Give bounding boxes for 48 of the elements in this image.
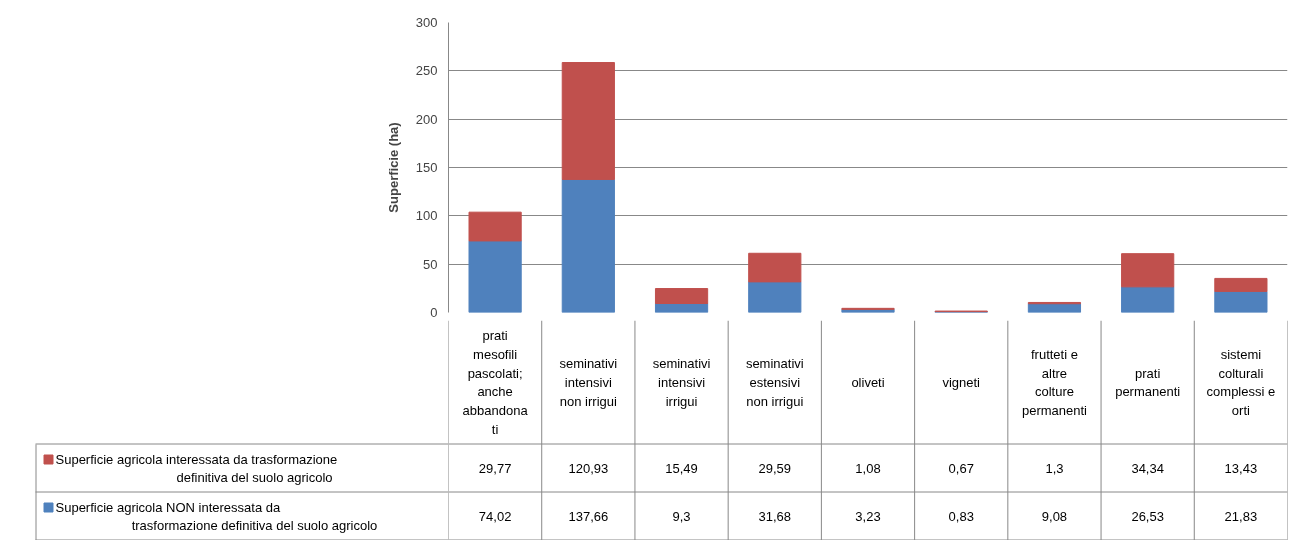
y-axis-title: Superficie (ha) (385, 122, 401, 213)
bar (1214, 290, 1268, 313)
y-tick-label: 300 (415, 15, 438, 30)
data-label: 0,67 (948, 461, 974, 476)
x-tick-label: prati permanenti (1115, 365, 1181, 400)
data-label: 15,49 (665, 461, 698, 476)
bar (468, 211, 522, 242)
data-label: 34,34 (1131, 461, 1164, 476)
bar (654, 288, 709, 305)
data-label: 1,3 (1045, 461, 1064, 476)
legend-label: Superficie agricola NON interessata da trasformazione definitiva del suolo agricolo (55, 500, 378, 533)
bar (561, 62, 615, 180)
x-tick-label: sistemi colturali complessi e orti (1206, 346, 1276, 419)
data-label: 13,43 (1224, 461, 1258, 476)
x-tick-label: vigneti (942, 375, 981, 390)
bar (1121, 253, 1175, 288)
x-tick-label: oliveti (851, 375, 885, 390)
legend-label: Superficie agricola interessata da trasformazione definitiva del suolo agricolo (55, 452, 338, 485)
data-label: 21,83 (1224, 509, 1258, 524)
y-tick-label: 0 (430, 305, 438, 320)
data-label: 9,08 (1041, 509, 1068, 524)
data-label: 0,83 (948, 509, 974, 524)
y-tick-label: 150 (415, 160, 438, 175)
data-label: 74,02 (478, 509, 512, 524)
bar (1214, 277, 1268, 292)
y-tick-label: 50 (423, 256, 438, 272)
data-label: 120,93 (568, 461, 609, 476)
bar (561, 178, 615, 313)
data-label: 137,66 (568, 509, 609, 524)
x-tick-label: frutteti e altre colture permanenti (1021, 346, 1088, 419)
data-label: 1,08 (855, 461, 881, 476)
y-tick-label: 200 (415, 111, 438, 127)
data-label: 29,59 (758, 461, 792, 476)
y-tick-label: 250 (415, 63, 438, 79)
data-label: 31,68 (758, 509, 792, 524)
x-tick-label: prati mesofili pascolati; anche abbandonati (462, 328, 529, 437)
data-label: 3,23 (855, 509, 881, 524)
data-label: 9,3 (672, 509, 691, 524)
bar (748, 281, 802, 313)
bar (468, 240, 522, 313)
bar (748, 252, 802, 283)
x-tick-label: seminativi intensivi irrigui (652, 356, 711, 409)
data-label: 29,77 (478, 461, 512, 476)
bar (1121, 286, 1175, 313)
x-tick-label: seminativi estensivi non irrigui (745, 356, 804, 409)
data-label: 26,53 (1131, 509, 1164, 524)
y-tick-label: 100 (415, 208, 438, 224)
x-tick-label: seminativi intensivi non irrigui (559, 356, 618, 409)
